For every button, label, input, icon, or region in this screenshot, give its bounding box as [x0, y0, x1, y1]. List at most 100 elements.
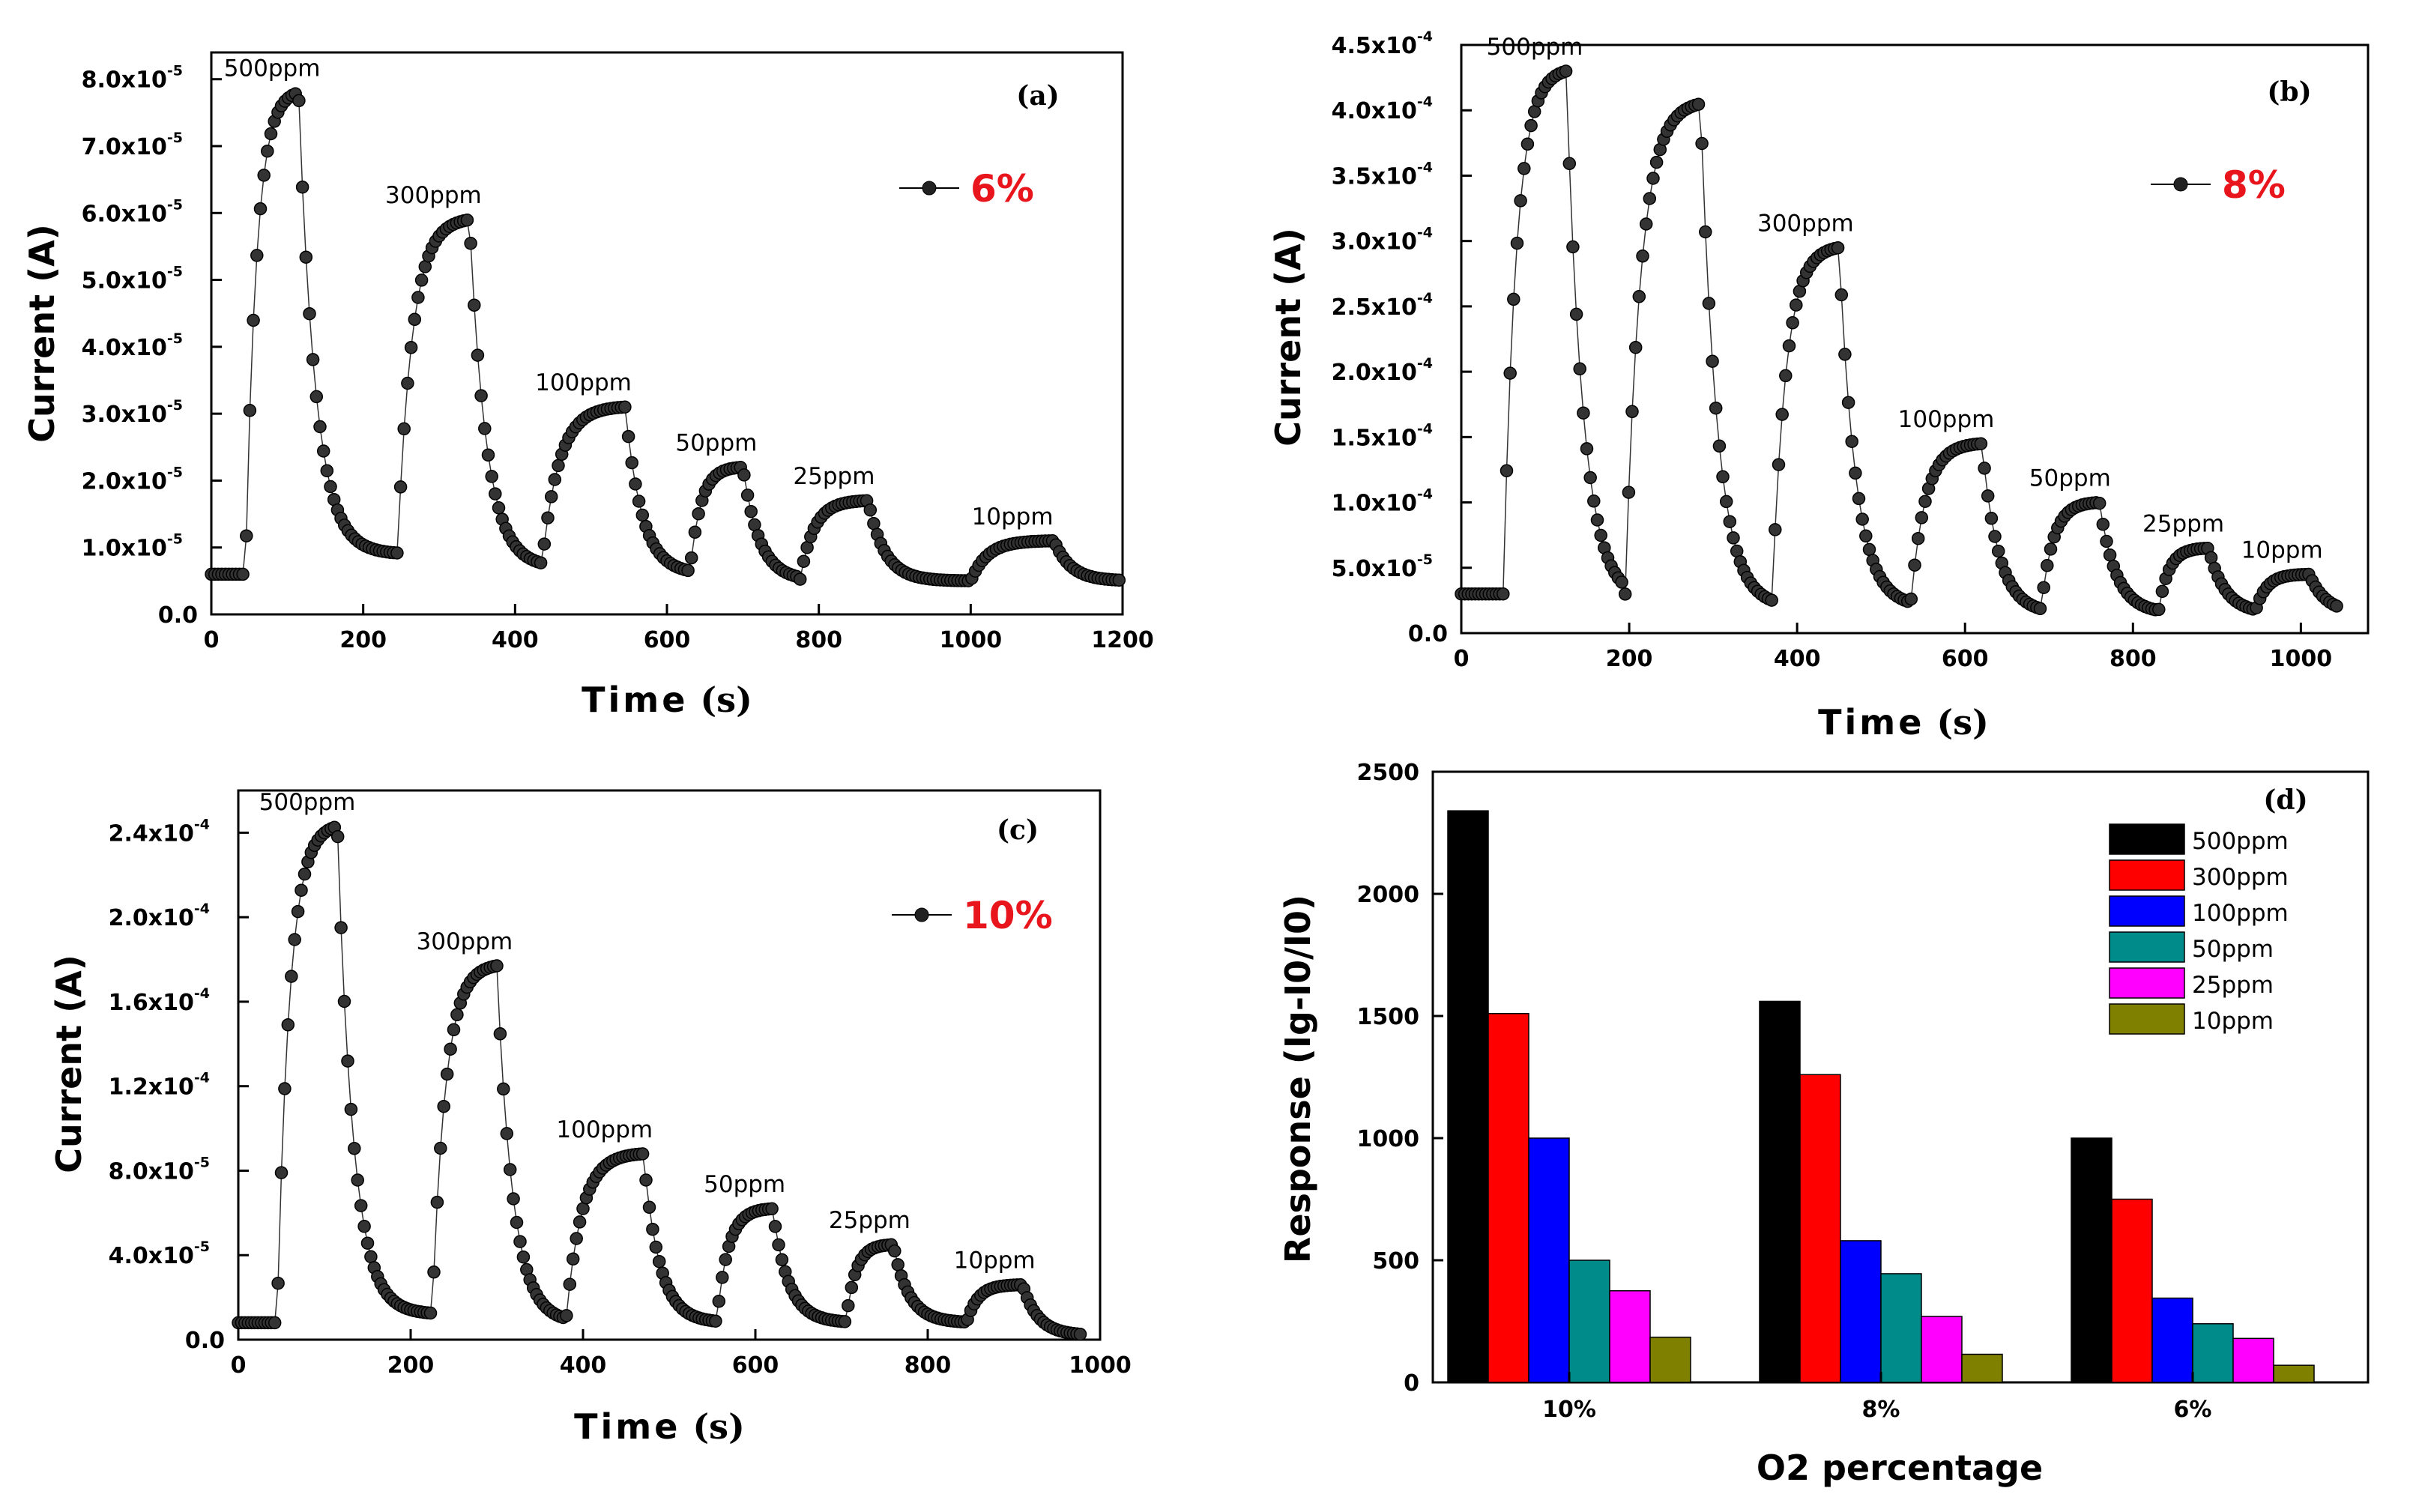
bar-300ppm-10% [1488, 1012, 1529, 1383]
bar-100ppm-10% [1528, 1137, 1570, 1383]
y-tick-exponent: -5 [167, 531, 183, 548]
y-tick-label: 1000 [1357, 1126, 1420, 1152]
bar-500ppm-10% [1447, 810, 1489, 1383]
panel-d: 0 500 1000 1500 2000 2500 10% 8% 6% Response (Ig-… [1278, 760, 2370, 1488]
y-tick-mantissa: 1.2x10 [109, 1074, 194, 1101]
data-point [793, 572, 807, 586]
data-point [313, 420, 327, 434]
x-tick-label: 10% [1542, 1397, 1596, 1423]
bar-100ppm-8% [1840, 1240, 1882, 1383]
data-point [513, 1235, 527, 1248]
legend-label-25ppm: 25ppm [2192, 972, 2274, 999]
annotation-25ppm: 25ppm [793, 463, 875, 490]
data-point [1636, 250, 1649, 263]
data-point [1507, 292, 1520, 306]
x-tick-label: 200 [339, 627, 387, 653]
x-tick-label: 200 [1606, 646, 1653, 672]
y-tick-label: 8.0x10-5 [109, 1154, 210, 1185]
data-point [842, 1298, 855, 1313]
y-axis-label: Current (A) [49, 955, 89, 1173]
data-point [541, 511, 555, 524]
y-tick-label: 3.0x10-4 [1332, 225, 1433, 255]
legend-label: 10% [963, 894, 1053, 937]
y-tick-label: 8.0x10-5 [82, 63, 183, 94]
y-tick-exponent: -4 [1417, 225, 1433, 241]
data-point [344, 1102, 358, 1116]
data-point [493, 1027, 507, 1041]
data-point [478, 422, 492, 435]
data-point [274, 1166, 289, 1179]
y-tick-label: 1.5x10-4 [1332, 420, 1433, 451]
x-tick-label: 600 [1942, 646, 1989, 672]
y-tick-label: 0.0 [185, 1328, 225, 1354]
x-axis-unit: (s) [680, 1406, 744, 1447]
data-point [1615, 575, 1628, 589]
data-point [1590, 513, 1604, 527]
y-tick-label: 2500 [1357, 760, 1420, 786]
data-point [298, 867, 312, 881]
data-point [621, 429, 635, 444]
data-point [1845, 435, 1858, 448]
y-tick-label: 2.0x10-4 [1332, 355, 1433, 386]
annotation-10ppm: 10ppm [2241, 537, 2323, 564]
y-tick-mantissa: 2.4x10 [109, 820, 194, 847]
data-point [1779, 369, 1793, 383]
y-tick-mantissa: 2.5x10 [1332, 294, 1417, 321]
x-axis-title: Time [582, 680, 688, 720]
data-point [2092, 496, 2107, 510]
data-point [1908, 558, 1921, 572]
data-point [1632, 290, 1646, 303]
data-point [775, 1253, 789, 1267]
y-tick-exponent: -4 [1417, 420, 1433, 437]
data-point [444, 1042, 457, 1056]
data-point [481, 448, 495, 462]
x-tick-label: 8% [1862, 1397, 1900, 1423]
data-point [719, 1253, 732, 1266]
data-point [1580, 442, 1594, 456]
data-point [306, 353, 320, 366]
data-point [1691, 97, 1706, 111]
data-point [1517, 162, 1531, 175]
data-point [450, 1008, 464, 1022]
data-point [510, 1215, 524, 1230]
legend-label-500ppm: 500ppm [2192, 828, 2289, 855]
y-tick-mantissa: 0.0 [1408, 621, 1448, 647]
data-point [253, 202, 268, 216]
legend-label-300ppm: 300ppm [2192, 864, 2289, 891]
data-point [281, 1018, 295, 1032]
data-point [867, 516, 881, 530]
data-point [351, 1173, 364, 1187]
panel-label: (a) [1016, 80, 1059, 112]
y-tick-mantissa: 3.0x10 [82, 402, 167, 428]
data-point [464, 237, 477, 250]
legend-swatch-25ppm [2109, 967, 2185, 999]
data-point [1500, 464, 1514, 477]
data-series [205, 87, 1126, 587]
data-point [1628, 340, 1643, 354]
panel-c: 0 200 400 600 800 10000.04.0x10-58.0x10-51.2x… [49, 789, 1132, 1447]
y-tick-label: 3.0x10-5 [82, 397, 183, 428]
data-point [1765, 593, 1778, 607]
data-point [1577, 406, 1590, 420]
x-tick-label: 400 [560, 1352, 607, 1379]
data-series [1455, 64, 2343, 617]
data-point [485, 470, 498, 483]
x-tick-label: 0 [231, 1352, 247, 1379]
y-tick-label: 1.2x10-4 [109, 1070, 210, 1101]
data-point [737, 468, 751, 482]
legend-swatch-500ppm [2109, 823, 2185, 855]
data-point [1849, 466, 1862, 480]
y-tick-exponent: -5 [167, 196, 183, 213]
y-tick-label: 1500 [1357, 1004, 1420, 1030]
data-point [1569, 307, 1583, 321]
data-point [635, 1147, 650, 1161]
data-point [474, 389, 488, 402]
data-point [364, 1250, 378, 1264]
data-point [1497, 587, 1510, 601]
data-series [232, 820, 1087, 1341]
data-point [1622, 486, 1636, 499]
data-point [891, 1258, 905, 1271]
data-point [642, 1200, 656, 1215]
bar-300ppm-8% [1799, 1074, 1841, 1383]
